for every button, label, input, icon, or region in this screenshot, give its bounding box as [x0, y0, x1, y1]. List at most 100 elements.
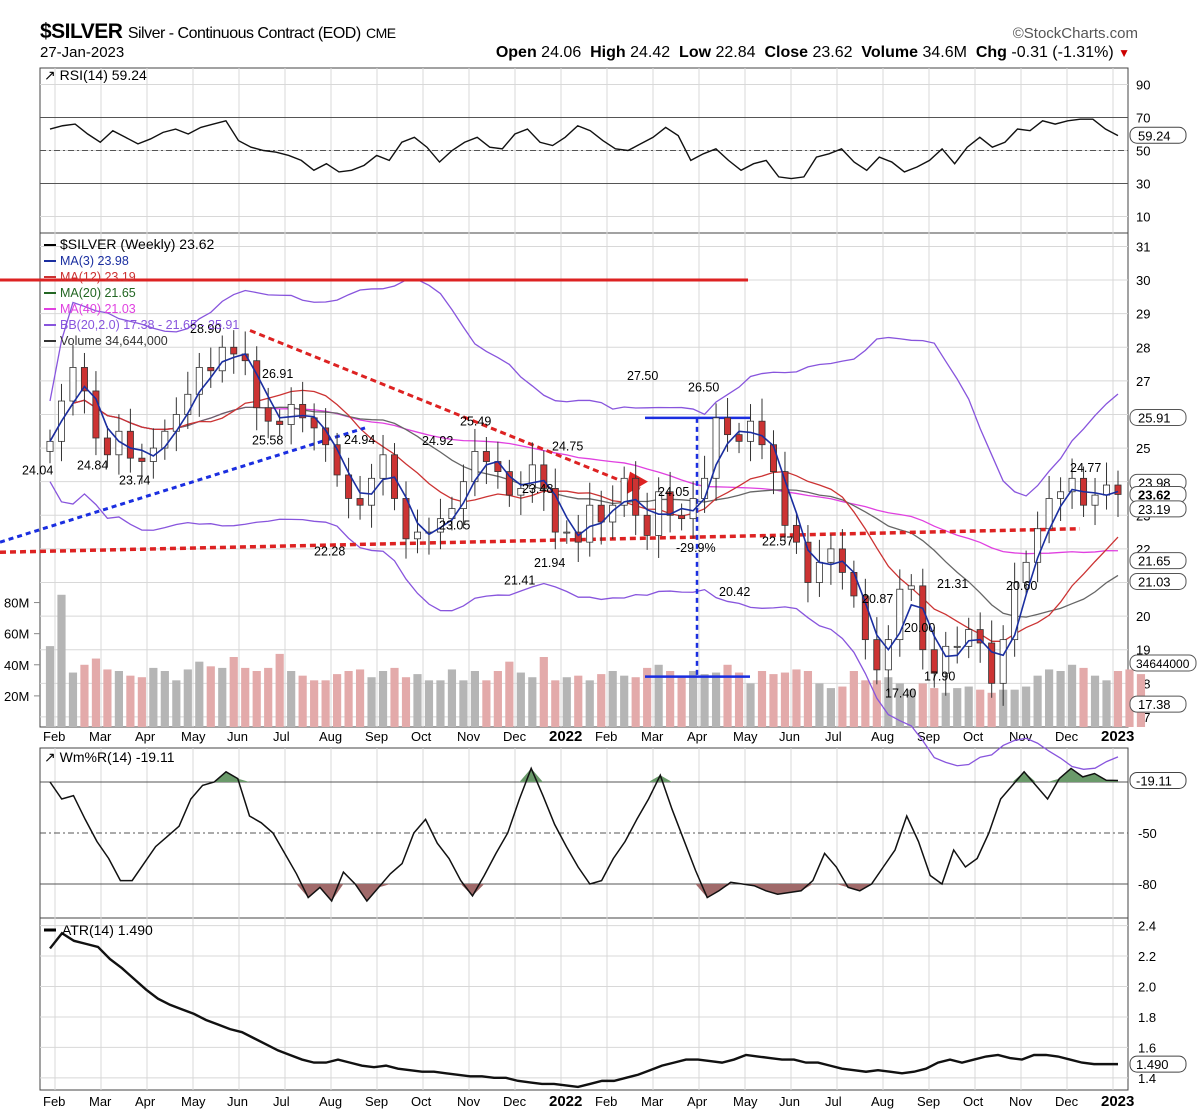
- volume-bar: [1079, 667, 1088, 727]
- price-badge-ma20: [1129, 552, 1187, 570]
- x-tick-label: Dec: [1055, 729, 1079, 744]
- candle-body: [253, 360, 261, 409]
- downtrend-line: [249, 329, 641, 490]
- price-y-tick: 29: [1136, 307, 1150, 322]
- volume-bar: [1090, 675, 1100, 727]
- volume-bar: [424, 680, 434, 727]
- candle-body: [1034, 528, 1042, 563]
- x-tick-label-bottom: Jun: [779, 1094, 800, 1109]
- x-tick-label-bottom: 2022: [549, 1093, 582, 1110]
- x-tick-label-bottom: Jun: [227, 1094, 248, 1109]
- volume-y-tick: 20M: [4, 689, 29, 704]
- x-tick-label: Aug: [319, 729, 342, 744]
- chg-down-icon: ▼: [1118, 46, 1130, 60]
- atr-value-label: 1.490: [1136, 1057, 1169, 1072]
- candle-body: [517, 488, 525, 496]
- wr-legend: ↗ Wm%R(14) -19.11: [44, 749, 175, 765]
- neckline-trend: [0, 526, 1081, 555]
- rsi-y-tick: 50: [1136, 144, 1150, 159]
- volume-bar: [45, 646, 55, 727]
- candle-body: [80, 367, 88, 392]
- price-badge-label-ma12: 23.19: [1138, 502, 1171, 517]
- wr-value-label: -19.11: [1136, 773, 1172, 788]
- candle-body: [207, 367, 215, 372]
- x-tick-label-bottom: Oct: [411, 1094, 432, 1109]
- candle-body: [230, 346, 238, 355]
- volume-bar: [287, 671, 296, 727]
- x-tick-label-bottom: Dec: [503, 1094, 527, 1109]
- candle-body: [528, 464, 536, 489]
- price-annotation: 24.94: [344, 433, 375, 447]
- panel-frame-price: [39, 232, 1129, 728]
- volume-bar: [1067, 664, 1077, 727]
- candle-body: [804, 541, 812, 583]
- price-annotation: 21.94: [534, 556, 565, 570]
- candle-body: [999, 639, 1007, 684]
- volume-bar: [252, 671, 261, 727]
- candle-body: [919, 585, 927, 651]
- price-y-tick: 20: [1136, 609, 1150, 624]
- brand-label[interactable]: ©StockCharts.com: [1012, 25, 1138, 42]
- atr-y-tick: 2.0: [1138, 979, 1156, 994]
- bb-lower-line: [49, 481, 1119, 770]
- x-tick-label: 2023: [1101, 728, 1134, 745]
- volume-bar: [516, 672, 525, 727]
- volume-y-tick: 80M: [4, 596, 29, 611]
- volume-bar: [172, 680, 181, 727]
- volume-bar: [126, 675, 135, 727]
- candle-body: [1068, 477, 1076, 493]
- price-annotation: 24.92: [422, 434, 453, 448]
- price-y-tick: 19: [1136, 643, 1150, 658]
- candle-body: [161, 430, 169, 449]
- volume-bar: [838, 686, 847, 727]
- atr-y-tick: 2.2: [1138, 949, 1156, 964]
- price-annotation: 21.41: [504, 574, 535, 588]
- candle-body: [988, 642, 996, 684]
- uptrend-line: [0, 426, 366, 544]
- volume-bar: [447, 669, 457, 727]
- volume-bar: [711, 672, 721, 727]
- candle-body: [827, 548, 835, 563]
- price-annotation: 22.28: [314, 544, 345, 558]
- volume-bar: [68, 672, 78, 727]
- atr-line: [49, 931, 1118, 1089]
- candle-body: [413, 531, 421, 540]
- wr-y-tick: -80: [1138, 877, 1157, 892]
- price-annotation: 20.87: [862, 592, 893, 606]
- atr-y-tick: 1.8: [1138, 1010, 1156, 1025]
- low-label: Low: [679, 44, 712, 61]
- candle-body: [46, 440, 54, 452]
- volume-bar: [884, 677, 893, 727]
- x-tick-label: Jul: [273, 729, 290, 744]
- x-tick-label: May: [181, 729, 206, 744]
- x-tick-label: Dec: [503, 729, 527, 744]
- volume-bar: [310, 680, 319, 727]
- candle-body: [563, 531, 571, 534]
- candle-body: [195, 367, 203, 395]
- candle-body: [861, 595, 869, 641]
- candle-body: [103, 437, 111, 456]
- price-legend-item: MA(20) 21.65: [60, 286, 136, 300]
- x-tick-label-bottom: Apr: [687, 1094, 708, 1109]
- candle-body: [299, 403, 307, 419]
- candle-body: [666, 491, 674, 516]
- volume-bar: [367, 677, 376, 727]
- price-annotation: 17.90: [924, 670, 955, 684]
- volume-bar: [700, 674, 709, 727]
- price-y-tick: 30: [1136, 273, 1150, 288]
- candle-body: [482, 451, 490, 462]
- close-label: Close: [764, 44, 809, 61]
- volume-bar: [298, 675, 307, 727]
- volume-bar: [574, 675, 583, 727]
- volume-bar: [264, 667, 273, 727]
- rsi-y-tick: 90: [1136, 78, 1150, 93]
- volume-bar: [321, 680, 330, 727]
- wr-overbought-fill: [50, 768, 1118, 782]
- rsi-y-tick: 30: [1136, 177, 1150, 192]
- volume-bar: [333, 674, 342, 727]
- volume-bar: [723, 664, 732, 727]
- wr-y-tick: -50: [1138, 826, 1157, 841]
- volume-bar: [976, 689, 985, 727]
- volume-badge-label: 34644000: [1136, 657, 1190, 671]
